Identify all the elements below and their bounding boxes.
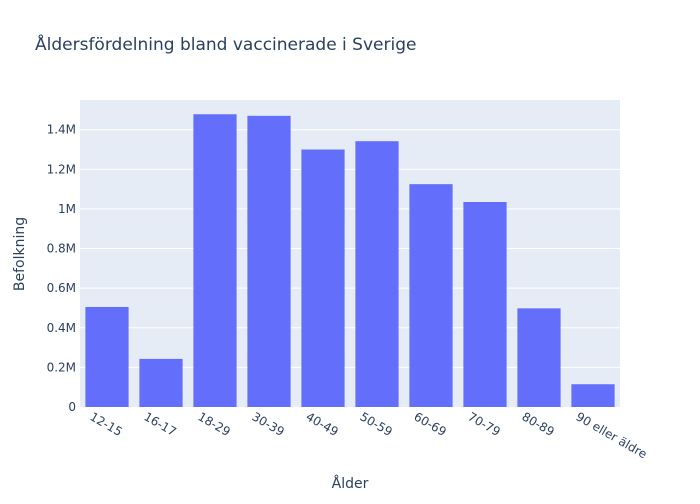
y-tick-label: 0.4M [47, 321, 76, 335]
bar[interactable] [355, 141, 399, 407]
x-tick-label: 30-39 [250, 409, 287, 439]
y-axis-title: Befolkning [12, 217, 28, 291]
x-tick-label: 40-49 [304, 409, 341, 439]
x-axis-ticks: 12-15 16-17 18-29 30-39 40-49 50-59 60-69 70-79… [88, 409, 650, 461]
y-tick-label: 0 [68, 400, 76, 414]
bar[interactable] [139, 358, 183, 407]
x-tick-label: 18-29 [196, 409, 233, 439]
x-axis-title: Ålder [332, 475, 369, 492]
x-tick-label: 70-79 [466, 409, 503, 439]
bar[interactable] [193, 114, 237, 407]
bar[interactable] [247, 115, 291, 408]
y-tick-label: 0.8M [47, 242, 76, 256]
chart-title: Åldersfördelning bland vaccinerade i Sve… [35, 33, 416, 55]
y-tick-label: 0.6M [47, 281, 76, 295]
x-tick-label: 12-15 [88, 409, 125, 439]
y-axis-ticks: 0 0.2M 0.4M 0.6M 0.8M 1M 1.2M 1.4M [47, 123, 76, 414]
bar[interactable] [409, 184, 453, 407]
bar[interactable] [571, 384, 615, 407]
bar[interactable] [517, 308, 561, 407]
y-tick-label: 1.4M [47, 123, 76, 137]
x-tick-label: 60-69 [412, 409, 449, 439]
x-tick-label: 50-59 [358, 409, 395, 439]
y-tick-label: 1.2M [47, 162, 76, 176]
bars [85, 114, 615, 408]
y-tick-label: 0.2M [47, 360, 76, 374]
x-tick-label: 16-17 [142, 409, 179, 439]
y-tick-label: 1M [58, 202, 76, 216]
bar[interactable] [463, 202, 507, 407]
bar[interactable] [301, 149, 345, 408]
x-tick-label: 80-89 [520, 409, 557, 439]
x-tick-label: 90 eller äldre [574, 409, 650, 461]
bar[interactable] [85, 306, 129, 407]
